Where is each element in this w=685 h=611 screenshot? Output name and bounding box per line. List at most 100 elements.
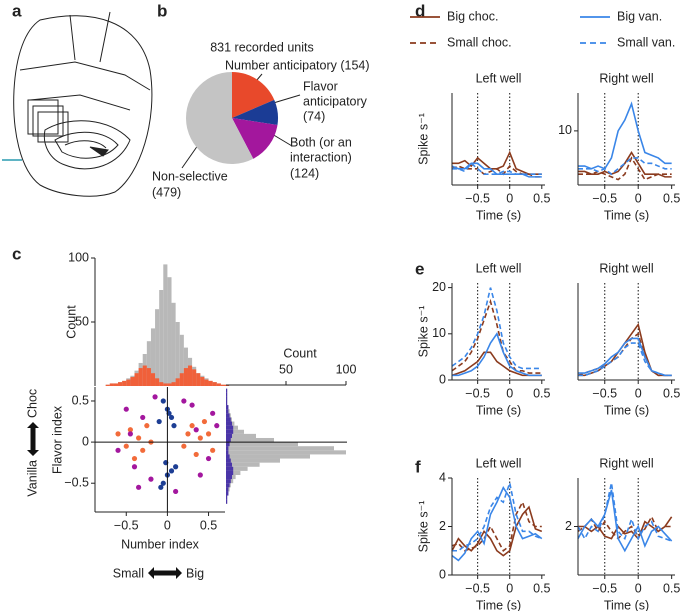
x-tick-label: 50 <box>279 362 293 376</box>
slice-label: (124) <box>290 166 319 180</box>
scatter-point <box>171 423 177 429</box>
hist-bar <box>226 479 231 484</box>
scatter-point <box>197 435 203 441</box>
hist-bar <box>226 462 232 467</box>
series-line <box>578 157 672 176</box>
x-tick-label: 0 <box>506 191 513 205</box>
scatter-point <box>168 468 175 474</box>
y-arrow-label: Choc <box>25 389 39 418</box>
scatter-point <box>136 435 142 441</box>
x-axis-label: Time (s) <box>604 598 649 611</box>
x-tick-label: 0.5 <box>533 191 550 205</box>
x-tick-label: 0.5 <box>663 191 680 205</box>
y-tick-label: 2 <box>439 519 446 533</box>
x-tick-label: 0.5 <box>663 581 680 595</box>
hist-bar <box>226 442 230 447</box>
pie-slice <box>232 72 275 118</box>
hist-bar <box>226 499 228 504</box>
hist-bar <box>150 328 156 386</box>
x-tick-label: −0.5 <box>465 386 490 400</box>
x-tick-label: 0 <box>635 386 642 400</box>
scatter-point <box>158 484 164 490</box>
hist-bar <box>226 446 229 451</box>
hist-bar <box>226 425 234 430</box>
hist-bar <box>171 382 176 386</box>
hist-bar <box>187 365 193 386</box>
series-line <box>578 322 672 377</box>
scatter-point <box>115 431 121 437</box>
y-tick-label: 0 <box>439 567 446 581</box>
pie-slice <box>232 118 278 159</box>
scatter-point <box>173 488 179 495</box>
series-line <box>577 515 672 540</box>
scatter-point <box>148 476 154 482</box>
hist-bar <box>134 373 139 386</box>
x-axis-label: Time (s) <box>476 403 521 417</box>
x-tick-label: −0.5 <box>592 581 617 595</box>
double-arrow <box>148 567 182 579</box>
hist-bar <box>226 429 234 434</box>
scatter-point <box>127 427 133 433</box>
hist-bar <box>226 458 280 463</box>
scatter-point <box>168 414 175 421</box>
series-line <box>452 479 543 552</box>
hist-bar <box>109 383 114 386</box>
chart-title: Left well <box>476 261 522 275</box>
hist-bar <box>226 433 232 438</box>
scatter-point <box>144 423 150 429</box>
hist-bar <box>138 368 143 386</box>
panel-label: f <box>415 457 421 476</box>
legend-label: Small van. <box>617 35 675 49</box>
hist-bar <box>216 383 221 386</box>
x-tick-label: 0 <box>635 581 642 595</box>
x-tick-label: 100 <box>336 362 357 376</box>
series-line <box>451 500 542 552</box>
hist-bar <box>105 384 110 386</box>
hist-bar <box>175 322 180 386</box>
hist-bar <box>212 382 217 386</box>
series-line <box>451 287 542 370</box>
hist-bar <box>220 384 225 386</box>
hist-bar <box>204 379 209 386</box>
x-tick-label: 0.5 <box>663 386 680 400</box>
hist-bar <box>226 462 260 467</box>
slice-label: (479) <box>152 185 181 199</box>
scatter-point <box>210 447 216 453</box>
scatter-point <box>160 480 166 486</box>
hist-bar <box>226 495 228 500</box>
y-tick-label: 10 <box>558 123 572 137</box>
hist-bar <box>226 413 230 418</box>
scatter-point <box>201 418 208 425</box>
x-tick-label: −0.5 <box>465 191 490 205</box>
panel-label: d <box>415 1 425 20</box>
chart-title: Left well <box>476 456 522 470</box>
x-tick-label: 0 <box>506 386 513 400</box>
y-tick-label: 0.5 <box>72 393 89 407</box>
panel-label: c <box>12 244 21 263</box>
y-axis-label: Spike s⁻¹ <box>416 306 430 358</box>
x-tick-label: −0.5 <box>592 386 617 400</box>
chart-title: 831 recorded units <box>210 40 314 54</box>
legend-label: Small choc. <box>447 35 512 49</box>
x-axis-label: Time (s) <box>604 403 649 417</box>
hist-bar <box>226 417 231 422</box>
pie-slice <box>185 72 254 165</box>
slice-label: Both (or an <box>290 135 352 149</box>
series-line <box>577 482 672 542</box>
scatter-point <box>205 455 212 462</box>
scatter-point <box>181 443 187 449</box>
scatter-point <box>189 423 195 429</box>
hippocampus <box>43 120 131 170</box>
y-tick-label: 50 <box>75 314 89 328</box>
scatter-point <box>193 427 199 433</box>
scatter-point <box>173 464 179 470</box>
series-line <box>452 332 542 377</box>
scatter-point <box>115 447 121 453</box>
pie-slice <box>232 99 278 126</box>
hist-bar <box>226 454 310 459</box>
series-line <box>578 101 672 170</box>
x-axis-label: Number index <box>121 537 200 551</box>
brain-section <box>13 11 153 197</box>
hist-bar <box>226 483 230 488</box>
scatter-point <box>185 431 191 437</box>
